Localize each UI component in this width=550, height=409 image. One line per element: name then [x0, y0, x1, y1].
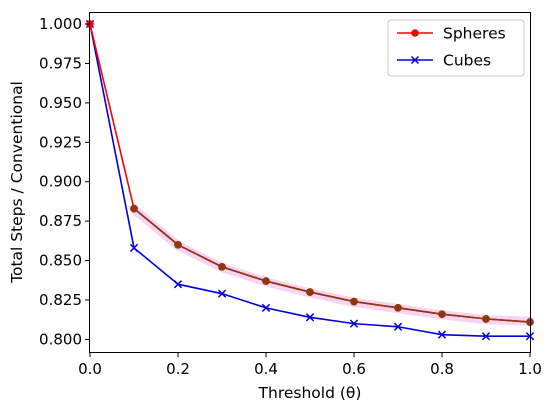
overlay-point — [262, 277, 270, 285]
y-tick-label: 0.800 — [39, 330, 82, 348]
overlay-point — [482, 315, 490, 323]
data-point-cubes — [217, 289, 227, 298]
overlay-point — [394, 304, 402, 312]
plot-marks — [85, 19, 535, 341]
overlay-point — [130, 204, 138, 213]
data-point-cubes — [305, 313, 315, 322]
highlight-band — [129, 204, 535, 326]
data-point-cubes — [481, 332, 491, 341]
x-tick-label: 0.4 — [254, 360, 278, 378]
y-tick-label: 1.000 — [39, 15, 82, 33]
y-tick-label: 0.925 — [39, 133, 82, 151]
legend: Spheres Cubes — [387, 19, 525, 77]
legend-marker-cubes — [410, 55, 420, 65]
y-tick-label: 0.900 — [39, 173, 82, 191]
x-tick-label: 0.8 — [430, 360, 454, 378]
y-axis-label: Total Steps / Conventional — [8, 81, 26, 284]
data-point-cubes — [173, 280, 183, 289]
data-point-cubes — [437, 330, 447, 339]
overlay-point — [438, 310, 446, 318]
overlay-point — [350, 297, 358, 306]
overlay-point — [306, 288, 314, 296]
overlay-line — [133, 207, 531, 323]
plot-frame — [89, 12, 531, 353]
x-tick-label: 0.6 — [342, 360, 366, 378]
x-axis-label: Threshold (θ) — [258, 384, 362, 402]
legend-label-cubes: Cubes — [443, 52, 491, 70]
y-tick-label: 0.950 — [39, 94, 82, 112]
legend-label-spheres: Spheres — [443, 25, 506, 43]
data-point-cubes — [349, 319, 359, 328]
x-tick-label: 0.0 — [78, 360, 102, 378]
overlay-point — [218, 263, 226, 271]
y-tick-label: 0.825 — [39, 291, 82, 309]
overlay-point — [174, 240, 182, 249]
legend-box — [387, 19, 525, 77]
legend-marker-spheres — [411, 29, 419, 37]
data-point-cubes — [129, 243, 139, 253]
x-tick-label: 1.0 — [518, 360, 542, 378]
y-tick-label: 0.875 — [39, 212, 82, 230]
x-axis: 0.0 0.2 0.4 0.6 0.8 1.0 — [78, 352, 542, 378]
x-tick-label: 0.2 — [166, 360, 190, 378]
data-point-cubes — [261, 303, 271, 312]
y-tick-label: 0.850 — [39, 252, 82, 270]
y-tick-label: 0.975 — [39, 54, 82, 72]
y-axis: 0.800 0.825 0.850 0.875 0.900 0.925 0.950 0.975… — [39, 15, 90, 348]
data-point-cubes — [393, 322, 403, 331]
